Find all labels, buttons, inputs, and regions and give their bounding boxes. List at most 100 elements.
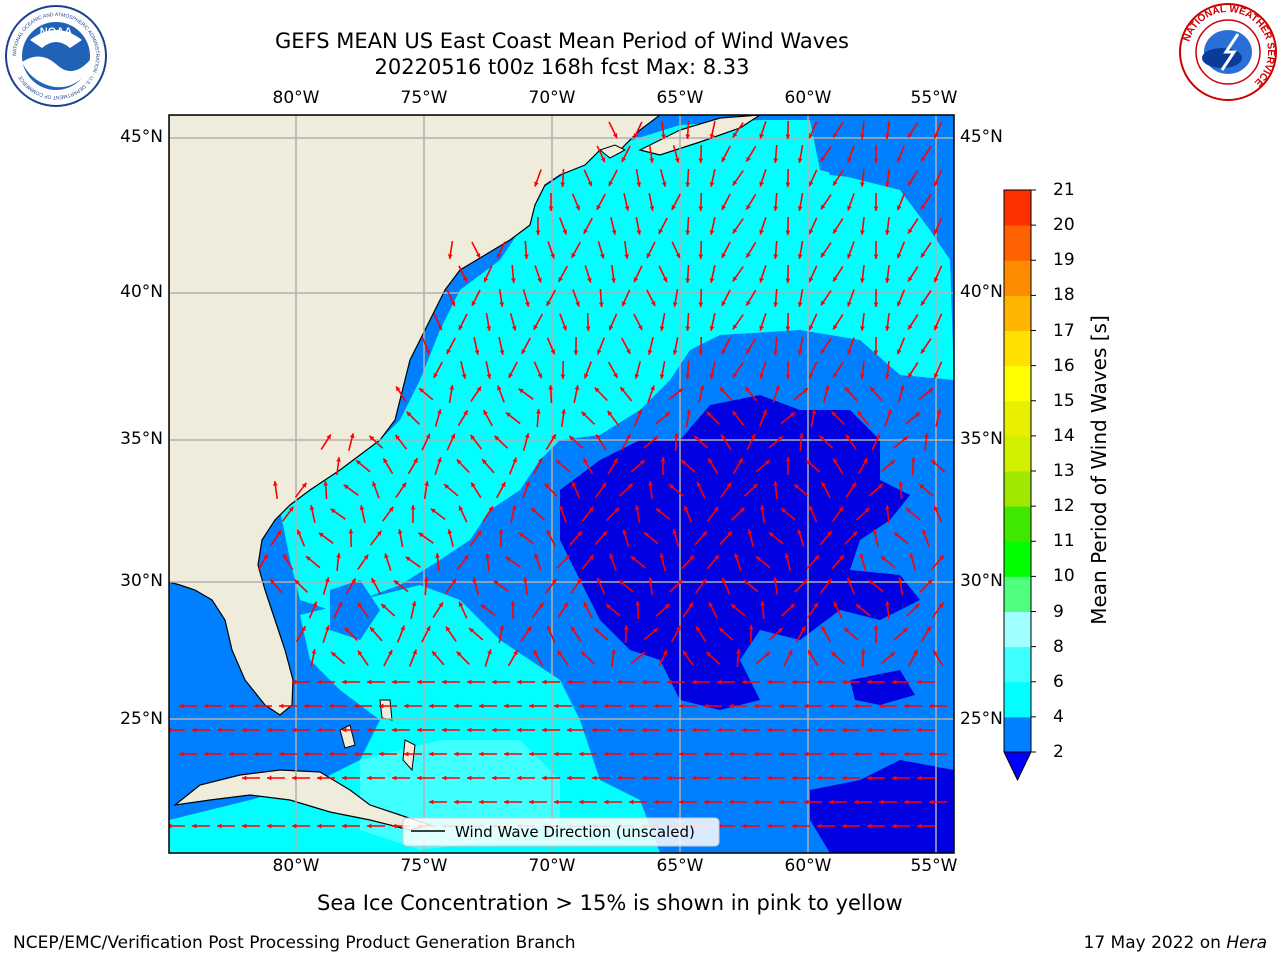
wave-arrow-head <box>934 229 939 235</box>
wave-arrow-head <box>746 300 751 306</box>
wave-arrow-head <box>742 679 747 685</box>
wave-arrow-head <box>910 457 916 462</box>
wave-arrow-head <box>803 388 808 393</box>
wave-arrow-head <box>392 775 397 781</box>
lon-label-bottom-55w: 55°W <box>910 856 958 876</box>
wave-arrow-head <box>606 604 611 609</box>
wave-arrow-head <box>525 481 530 487</box>
wave-arrow-head <box>279 703 284 709</box>
wave-arrow-head <box>851 482 856 488</box>
wave-arrow-head <box>304 751 309 757</box>
wave-arrow-head <box>885 182 890 187</box>
wave-arrow-head <box>708 602 714 607</box>
wave-arrow-head <box>581 651 587 657</box>
wave-arrow-head <box>179 703 184 709</box>
colorbar-segment <box>1004 541 1031 577</box>
wave-arrow-head <box>808 505 814 511</box>
wave-arrow-head <box>367 727 372 733</box>
wave-arrow-head <box>854 751 859 757</box>
wave-arrow-head <box>817 679 822 685</box>
wave-arrow-head <box>642 727 647 733</box>
wave-arrow-head <box>513 650 518 656</box>
colorbar-tick-label: 14 <box>1053 425 1075 446</box>
wave-arrow-head <box>875 433 881 439</box>
wave-arrow-head <box>254 751 259 757</box>
colorbar-tick-label: 16 <box>1053 355 1075 376</box>
wave-arrow-head <box>704 703 709 709</box>
wave-arrow-head <box>698 254 704 259</box>
wave-arrow-head <box>808 181 814 187</box>
wave-arrow-head <box>698 206 704 211</box>
wave-arrow-head <box>533 650 538 656</box>
wave-arrow-head <box>760 601 765 606</box>
land-bahamas-3 <box>402 739 416 772</box>
wave-arrow-head <box>671 205 676 210</box>
wave-arrow-head <box>587 277 592 283</box>
wave-arrow-head <box>929 703 934 709</box>
wave-arrow-head <box>759 229 764 235</box>
wave-arrow-head <box>367 823 372 829</box>
wave-arrow-head <box>847 301 852 307</box>
wave-arrow-head <box>621 157 627 162</box>
wave-arrow-head <box>499 302 504 307</box>
wave-arrow-head <box>847 577 852 583</box>
wave-arrow-head <box>648 577 653 582</box>
wave-arrow-head <box>784 553 790 559</box>
wave-arrow-head <box>742 727 747 733</box>
wave-arrow-head <box>317 679 322 685</box>
wave-arrow-head <box>797 529 802 535</box>
wave-arrow-head <box>821 482 827 487</box>
wave-arrow-head <box>418 532 424 538</box>
wave-arrow-head <box>485 553 490 558</box>
wave-arrow-head <box>372 481 377 487</box>
lon-label-bottom-70w: 70°W <box>528 856 576 876</box>
wave-arrow-head <box>348 529 354 534</box>
wave-arrow-head <box>721 301 726 306</box>
wave-arrow-head <box>323 481 329 486</box>
colorbar-tick-label: 10 <box>1053 566 1075 587</box>
wave-arrow-head <box>808 229 814 235</box>
wave-arrow-head <box>496 253 502 259</box>
wave-arrow-head <box>242 727 247 733</box>
wave-arrow-head <box>447 529 453 535</box>
wave-arrow-head <box>475 253 481 258</box>
wave-arrow-head <box>604 703 609 709</box>
wave-arrow-head <box>343 484 349 490</box>
wave-arrow-head <box>551 578 557 584</box>
wave-arrow-head <box>294 579 300 585</box>
wave-arrow-head <box>651 301 656 306</box>
wave-arrow-head <box>583 228 588 234</box>
chart-title: GEFS MEAN US East Coast Mean Period of W… <box>275 29 849 53</box>
wave-arrow-head <box>702 531 707 537</box>
wave-arrow-head <box>656 508 661 513</box>
wave-arrow-head <box>297 529 302 535</box>
wave-arrow-head <box>847 349 852 355</box>
wave-arrow-head <box>511 325 517 331</box>
wave-arrow-head <box>317 727 322 733</box>
lat-label-left-40n: 40°N <box>120 282 163 302</box>
wave-arrow-head <box>283 554 288 560</box>
wave-arrow-head <box>679 799 684 805</box>
wave-arrow-head <box>498 529 504 534</box>
wave-arrow-head <box>919 484 924 489</box>
wave-arrow-head <box>717 679 722 685</box>
wave-arrow-head <box>777 628 783 633</box>
wave-arrow-head <box>857 411 862 416</box>
colorbar-segment <box>1004 225 1031 261</box>
wave-arrow-head <box>417 679 422 685</box>
wave-arrow-head <box>336 457 341 462</box>
wave-arrow-head <box>504 799 509 805</box>
wave-arrow-head <box>517 727 522 733</box>
wave-arrow-head <box>470 434 475 440</box>
wave-arrow-head <box>811 409 817 414</box>
wave-arrow-head <box>600 253 605 259</box>
wave-arrow-head <box>425 433 431 439</box>
wave-arrow-head <box>785 457 791 462</box>
noaa-logo: NOAA NATIONAL OCEANIC AND ATMOSPHERIC AD… <box>5 5 107 107</box>
wave-arrow-head <box>637 409 642 415</box>
wave-arrow-head <box>744 580 749 585</box>
wave-arrow-head <box>429 703 434 709</box>
wave-arrow-head <box>613 372 618 378</box>
colorbar <box>1003 189 1036 782</box>
wave-arrow-head <box>330 508 336 514</box>
